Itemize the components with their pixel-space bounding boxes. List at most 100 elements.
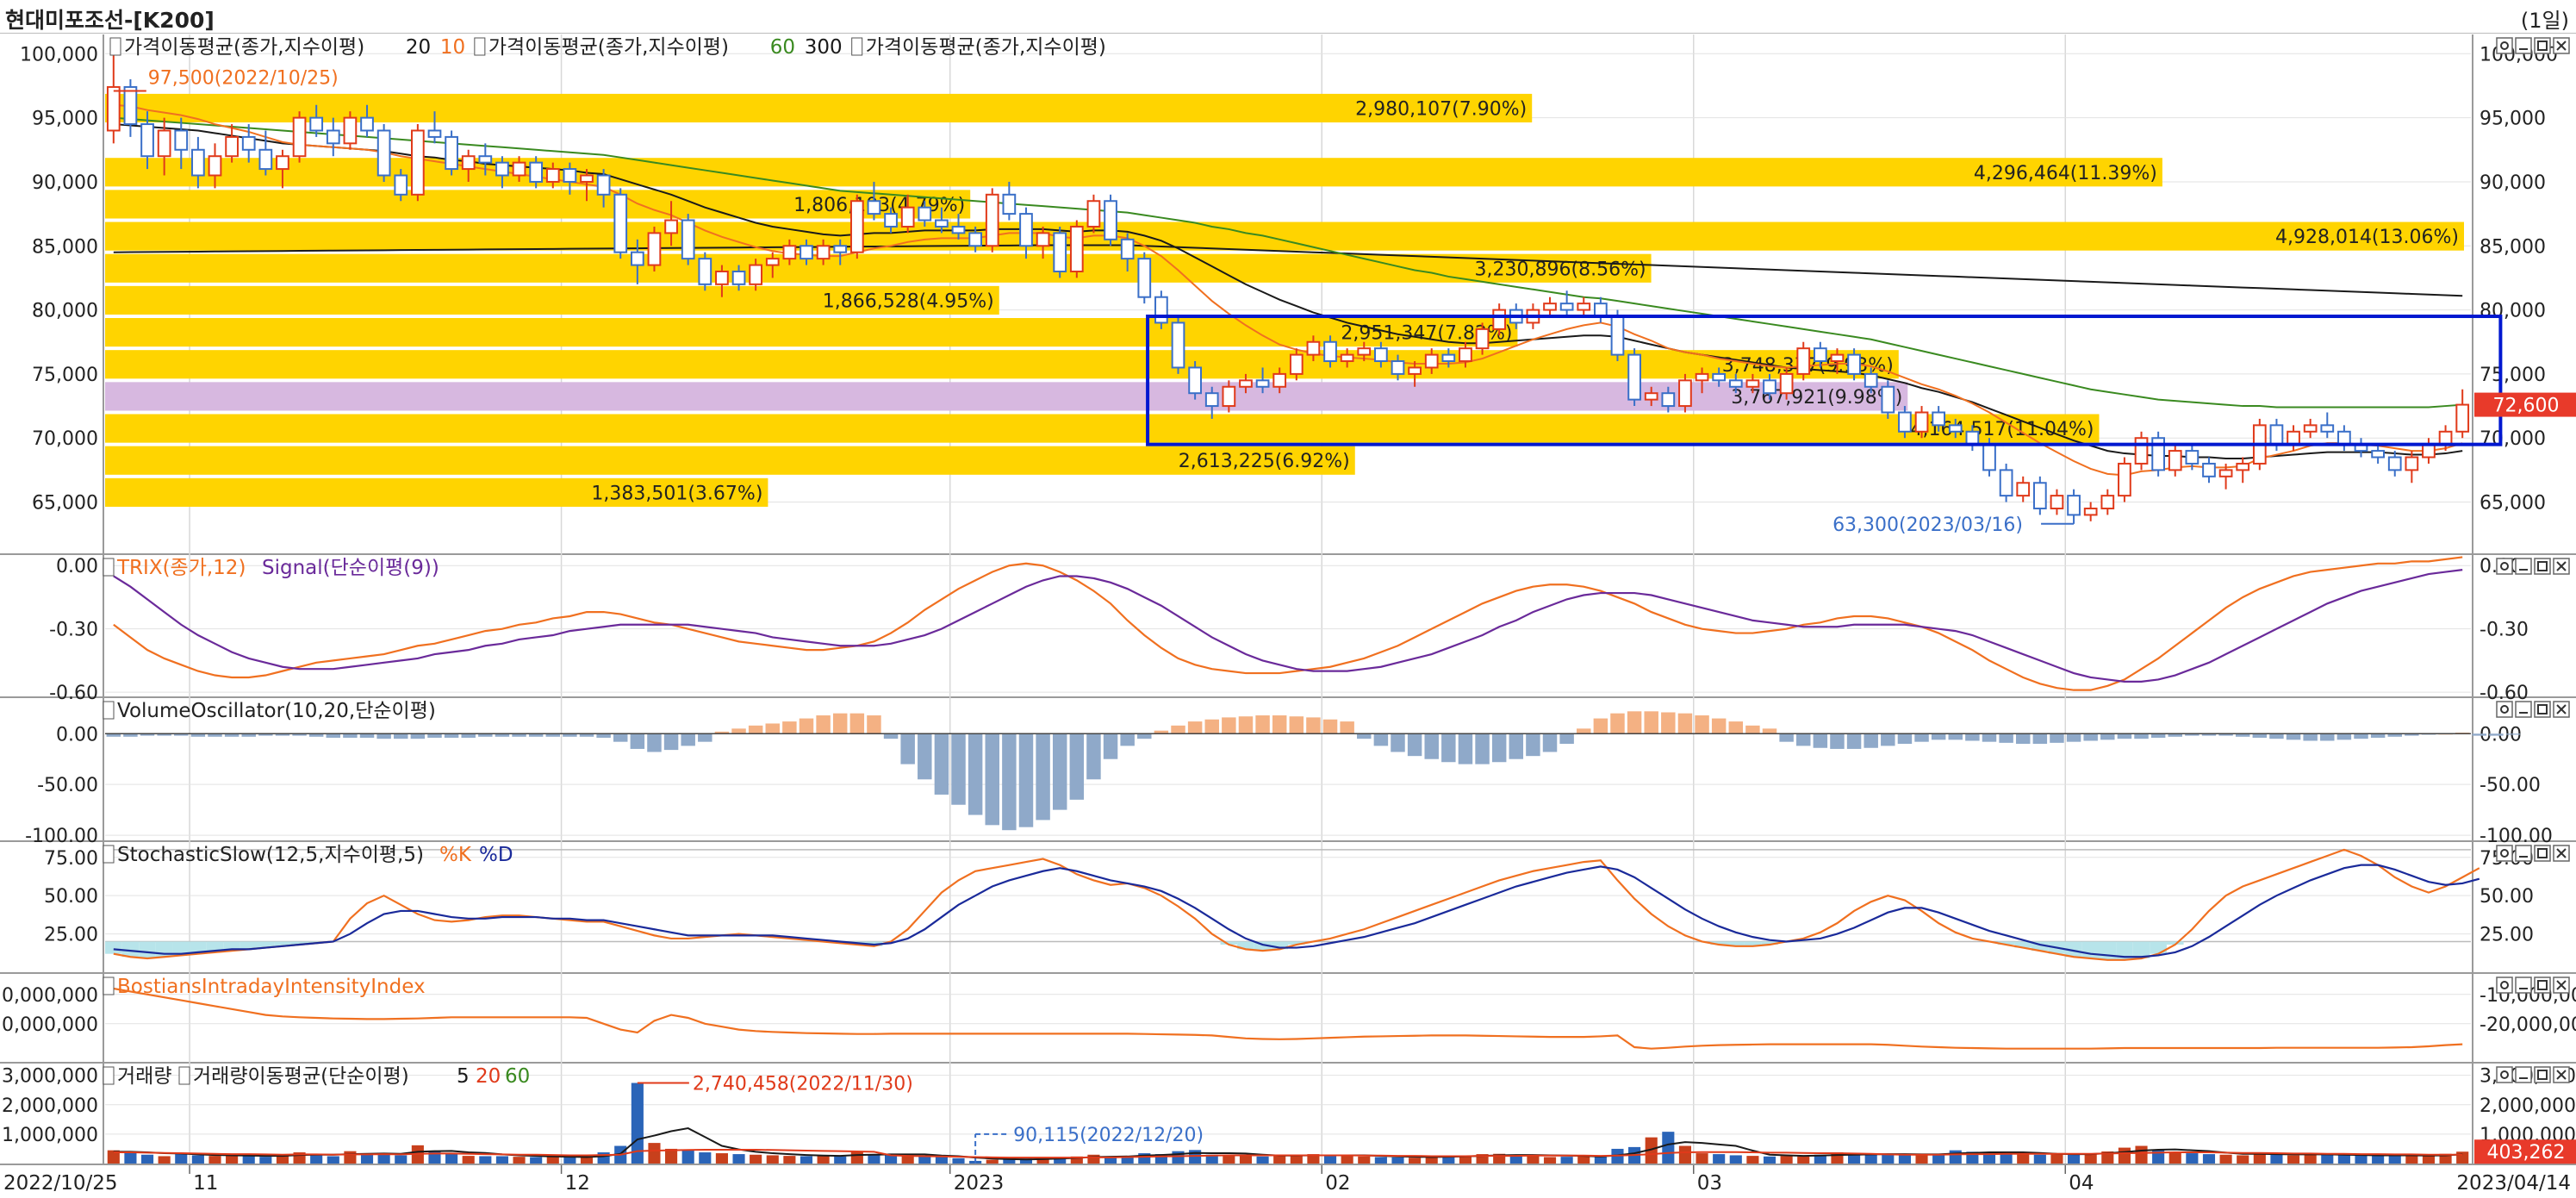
legend-box (851, 37, 863, 56)
minimize-icon[interactable] (2515, 1066, 2532, 1083)
volume-bar (1509, 1156, 1522, 1164)
settings-icon[interactable] (2496, 845, 2513, 862)
candle-body (2422, 443, 2436, 459)
maximize-icon[interactable] (2534, 845, 2551, 862)
x-tick-label: 12 (565, 1172, 590, 1195)
legend-param: 60 (505, 1065, 530, 1088)
legend-box (103, 1066, 115, 1085)
maximize-icon[interactable] (2534, 1066, 2551, 1083)
candle-body (208, 155, 222, 177)
maximize-icon[interactable] (2534, 37, 2551, 54)
settings-icon[interactable] (2496, 558, 2513, 575)
volume-bar (1290, 1154, 1303, 1164)
panel-background (0, 698, 2576, 840)
oscillator-bar (1593, 718, 1608, 734)
oscillator-bar (343, 733, 358, 738)
oscillator-bar (698, 733, 712, 742)
volume-bar (1391, 1157, 1404, 1164)
candle-body (1661, 392, 1676, 408)
volume-bar (2050, 1154, 2063, 1164)
candle-body (1830, 353, 1845, 363)
oversold-shade (1254, 941, 1272, 952)
minimize-icon[interactable] (2515, 845, 2532, 862)
oscillator-bar (258, 733, 273, 736)
oversold-shade (121, 941, 140, 958)
y-tick-label-right: 90,000 (2480, 172, 2546, 194)
title-bar: 현대미포조선-[K200] (1일) (0, 0, 2576, 34)
volume-bar (597, 1152, 610, 1164)
settings-icon[interactable] (2496, 1066, 2513, 1083)
minimize-icon[interactable] (2515, 558, 2532, 575)
settings-icon[interactable] (2496, 701, 2513, 718)
volume-bar (1476, 1154, 1489, 1164)
volume-bar (1307, 1154, 1320, 1164)
candle-body (1813, 347, 1827, 363)
minimize-icon[interactable] (2515, 976, 2532, 994)
oscillator-bar (816, 715, 831, 734)
candle-body (276, 155, 289, 171)
panel-controls[interactable] (2496, 1066, 2570, 1083)
panel-controls[interactable] (2496, 976, 2570, 994)
oversold-shade (190, 941, 207, 954)
volume-bar (2270, 1154, 2283, 1164)
oscillator-bar (1813, 733, 1828, 748)
volume-profile-label: 1,866,528(4.95%) (823, 290, 994, 312)
settings-icon[interactable] (2496, 37, 2513, 54)
volume-bar (191, 1155, 204, 1164)
panel-controls[interactable] (2496, 701, 2570, 718)
settings-icon[interactable] (2496, 976, 2513, 994)
volume-bar (918, 1156, 931, 1164)
oversold-shade (1727, 941, 1745, 946)
candle-body (935, 219, 949, 228)
candle-body (2320, 424, 2335, 433)
volume-bar (1205, 1154, 1218, 1164)
volume-bar (901, 1154, 914, 1164)
y-tick-label-right: 70,000 (2480, 428, 2546, 450)
volume-bar (2202, 1154, 2216, 1164)
oscillator-bar (1509, 733, 1524, 759)
candle-body (1796, 347, 1811, 375)
candle-body (1932, 411, 1946, 427)
candle-body (1222, 385, 1236, 408)
maximize-glyph (2537, 41, 2548, 51)
candle-body (800, 245, 813, 260)
panel-controls[interactable] (2496, 845, 2570, 862)
candle-body (1745, 379, 1760, 388)
volume-profile-label: 3,767,921(9.98%) (1731, 387, 1902, 409)
oscillator-bar (1999, 733, 2013, 743)
candle-body (2337, 430, 2351, 446)
oscillator-bar (190, 733, 206, 737)
maximize-icon[interactable] (2534, 701, 2551, 718)
volume-bar (140, 1154, 154, 1164)
maximize-icon[interactable] (2534, 558, 2551, 575)
candle-body (849, 200, 864, 253)
current-price-label: 72,600 (2493, 396, 2560, 417)
volume-bar (783, 1156, 796, 1164)
volume-profile-bar (105, 414, 2100, 443)
oscillator-bar (1272, 715, 1287, 734)
volume-bar (208, 1156, 221, 1164)
candle-body (225, 135, 239, 158)
volume-bar (2321, 1154, 2334, 1164)
panel-controls[interactable] (2496, 558, 2570, 575)
oscillator-bar (1086, 733, 1101, 780)
candle-body (1424, 353, 1439, 369)
candle-body (1864, 372, 1878, 388)
candle-body (191, 148, 205, 177)
minimize-icon[interactable] (2515, 37, 2532, 54)
oscillator-bar (376, 733, 391, 739)
stoch-d-line (113, 864, 2480, 958)
oscillator-bar (308, 733, 324, 737)
maximize-icon[interactable] (2534, 976, 2551, 994)
candle-body (900, 206, 915, 228)
volume-bar (1003, 1158, 1016, 1164)
candle-body (2438, 430, 2453, 446)
volume-bar (986, 1159, 999, 1164)
oscillator-bar (1728, 721, 1744, 734)
minimize-icon[interactable] (2515, 701, 2532, 718)
y-tick-label-right: 80,000 (2480, 301, 2546, 322)
volume-profile-bar (105, 318, 1518, 347)
candle-body (1002, 193, 1017, 215)
panel-controls[interactable] (2496, 37, 2570, 54)
